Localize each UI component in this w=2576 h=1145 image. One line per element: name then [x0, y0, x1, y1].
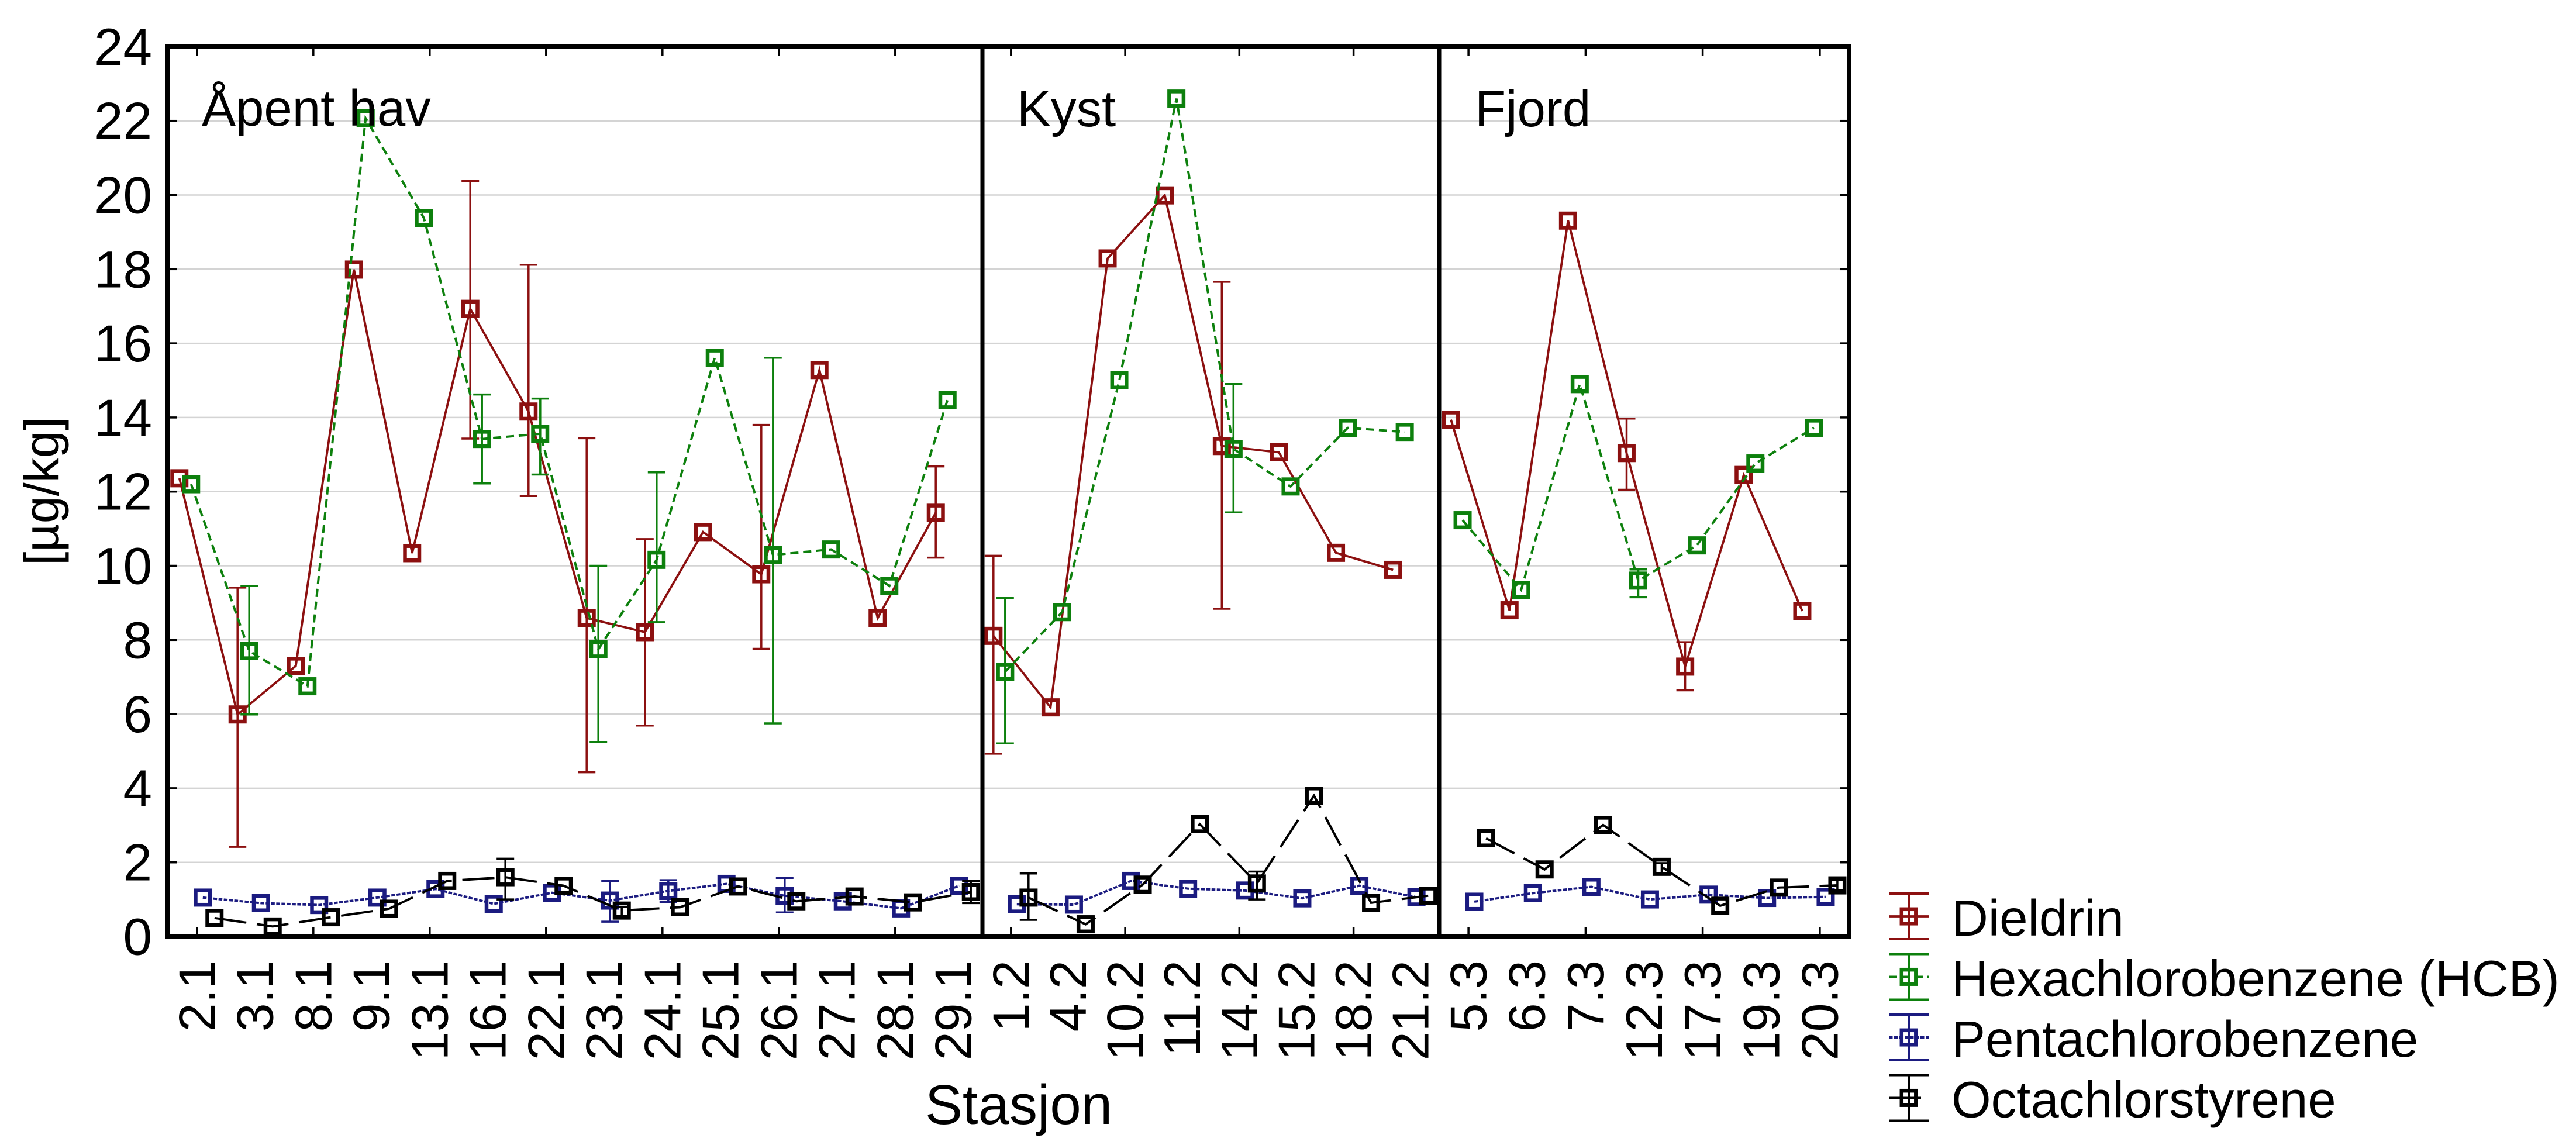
svg-text:4.2: 4.2: [1039, 960, 1097, 1032]
svg-text:Pentachlorobenzene: Pentachlorobenzene: [1951, 1011, 2418, 1068]
svg-text:16.1: 16.1: [459, 960, 517, 1060]
svg-text:10: 10: [94, 537, 152, 595]
svg-text:20: 20: [94, 166, 152, 225]
svg-text:0: 0: [123, 908, 153, 966]
svg-text:23.1: 23.1: [575, 960, 633, 1060]
svg-text:Octachlorstyrene: Octachlorstyrene: [1951, 1072, 2336, 1129]
svg-text:24.1: 24.1: [633, 960, 691, 1060]
svg-text:8: 8: [123, 611, 153, 669]
svg-text:29.1: 29.1: [925, 960, 982, 1060]
svg-text:12: 12: [94, 463, 152, 521]
svg-text:24: 24: [94, 18, 152, 76]
svg-text:18: 18: [94, 240, 152, 298]
svg-text:27.1: 27.1: [808, 960, 866, 1060]
svg-text:Åpent hav: Åpent hav: [202, 80, 431, 137]
svg-text:12.3: 12.3: [1615, 960, 1673, 1060]
svg-text:9.1: 9.1: [343, 960, 401, 1032]
svg-text:2.1: 2.1: [168, 960, 226, 1032]
svg-text:4: 4: [123, 759, 153, 818]
svg-text:20.3: 20.3: [1791, 960, 1849, 1060]
svg-text:Kyst: Kyst: [1017, 81, 1116, 137]
svg-text:Hexachlorobenzene (HCB): Hexachlorobenzene (HCB): [1951, 951, 2560, 1008]
svg-text:22: 22: [94, 92, 152, 150]
svg-text:6.3: 6.3: [1498, 960, 1556, 1032]
svg-text:11.2: 11.2: [1153, 960, 1211, 1057]
svg-text:15.2: 15.2: [1267, 960, 1325, 1060]
svg-text:7.3: 7.3: [1557, 960, 1615, 1032]
svg-text:17.3: 17.3: [1674, 960, 1732, 1060]
svg-text:2: 2: [123, 833, 153, 892]
svg-text:16: 16: [94, 314, 152, 373]
svg-text:Stasjon: Stasjon: [925, 1074, 1112, 1136]
svg-text:3.1: 3.1: [226, 960, 284, 1032]
svg-text:28.1: 28.1: [866, 960, 924, 1060]
svg-text:25.1: 25.1: [692, 960, 750, 1060]
svg-text:5.3: 5.3: [1440, 960, 1498, 1032]
svg-text:26.1: 26.1: [750, 960, 808, 1060]
svg-text:8.1: 8.1: [284, 960, 342, 1032]
svg-text:6: 6: [123, 685, 153, 743]
svg-text:13.1: 13.1: [401, 960, 458, 1060]
svg-text:14.2: 14.2: [1211, 960, 1268, 1060]
svg-text:Fjord: Fjord: [1475, 81, 1591, 137]
svg-text:18.2: 18.2: [1325, 960, 1382, 1060]
svg-text:10.2: 10.2: [1096, 960, 1154, 1060]
svg-text:19.3: 19.3: [1732, 960, 1790, 1060]
svg-text:14: 14: [94, 388, 152, 447]
svg-text:[µg/kg]: [µg/kg]: [14, 417, 69, 565]
svg-text:22.1: 22.1: [517, 960, 575, 1060]
svg-text:Dieldrin: Dieldrin: [1951, 890, 2124, 947]
svg-text:1.2: 1.2: [982, 960, 1040, 1032]
svg-text:21.2: 21.2: [1382, 960, 1440, 1060]
